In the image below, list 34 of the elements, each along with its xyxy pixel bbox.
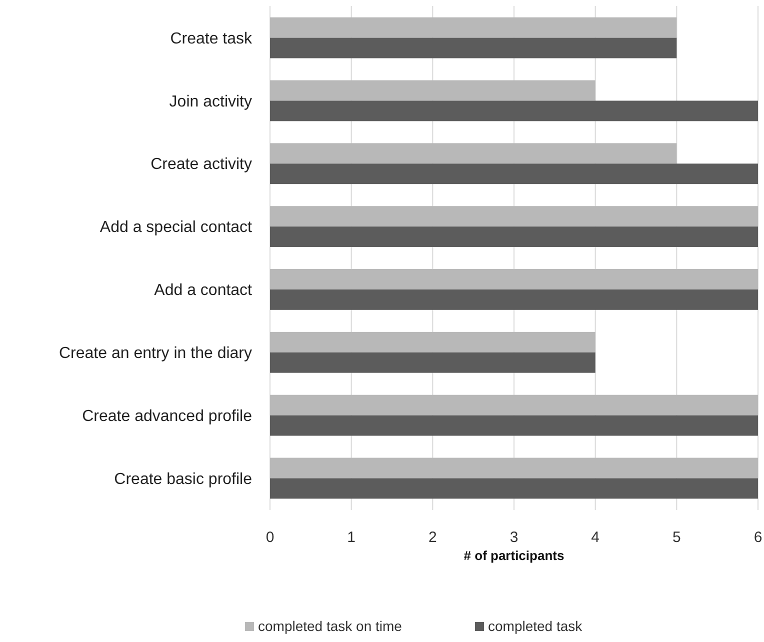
y-tick-label: Join activity: [169, 93, 252, 110]
bar: [270, 269, 758, 290]
bar: [270, 478, 758, 499]
x-tick-label: 6: [754, 529, 762, 546]
bar: [270, 352, 596, 373]
y-tick-label: Create activity: [150, 156, 252, 174]
x-tick-label: 2: [428, 529, 437, 546]
x-tick-label: 1: [347, 529, 356, 546]
x-tick-label: 3: [510, 529, 518, 546]
bar: [270, 415, 758, 436]
bar: [270, 80, 596, 101]
y-tick-label: Create an entry in the diary: [59, 344, 252, 362]
y-tick-label: Add a contact: [154, 282, 253, 300]
bar: [270, 289, 758, 310]
y-tick-label: Create task: [170, 30, 253, 48]
bar: [270, 143, 677, 164]
x-tick-label: 5: [672, 529, 681, 546]
bar: [270, 332, 596, 352]
y-tick-label: Create basic profile: [114, 470, 252, 488]
bar: [270, 17, 677, 38]
bar: [270, 38, 677, 58]
legend-label: completed task: [488, 618, 584, 634]
bar: [270, 206, 758, 227]
legend-label: completed task on time: [258, 618, 402, 634]
bar: [270, 100, 758, 122]
bar: [270, 164, 758, 184]
y-tick-label: Create advanced profile: [82, 408, 252, 425]
y-tick-label: Add a special contact: [100, 219, 253, 236]
bar: [270, 458, 758, 478]
x-tick-label: 4: [591, 529, 600, 546]
bar: [270, 394, 758, 416]
x-tick-label: 0: [266, 529, 274, 546]
bar: [270, 226, 758, 247]
x-axis-title: # of participants: [464, 548, 564, 563]
